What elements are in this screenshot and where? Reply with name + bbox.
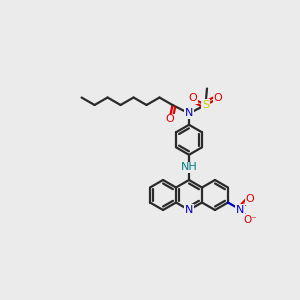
Text: N: N <box>185 205 193 215</box>
Text: O: O <box>188 93 197 103</box>
Text: NH: NH <box>181 162 197 172</box>
Text: O: O <box>165 114 174 124</box>
Text: N: N <box>185 108 193 118</box>
Text: O⁻: O⁻ <box>243 215 257 225</box>
Text: O: O <box>214 93 223 103</box>
Text: N: N <box>236 205 244 215</box>
Text: O: O <box>246 194 254 204</box>
Text: S: S <box>202 100 209 110</box>
